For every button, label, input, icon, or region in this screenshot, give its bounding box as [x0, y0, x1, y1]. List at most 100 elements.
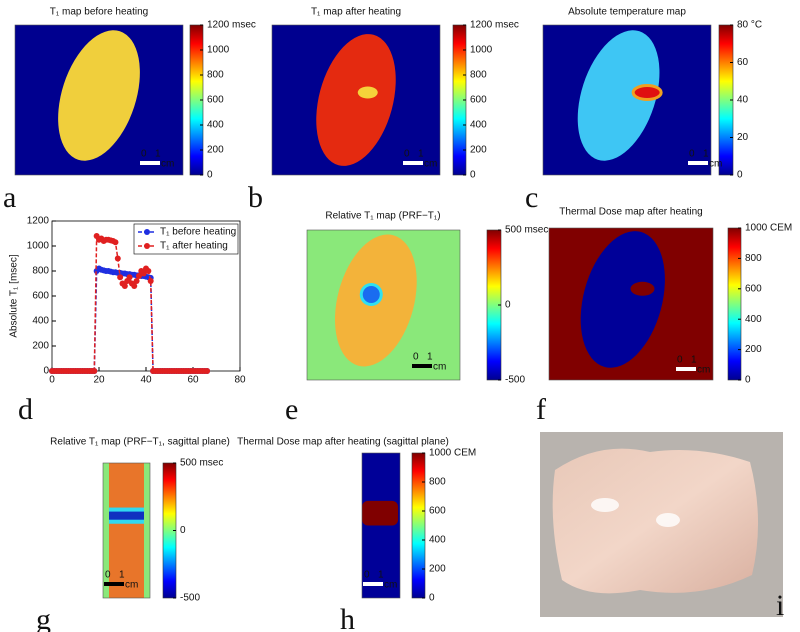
scale-label: 1 — [691, 355, 697, 366]
y-tick-label: 1000 — [27, 241, 50, 252]
panel-title: Relative T₁ map (PRF−T₁) — [325, 211, 440, 222]
panel-letter: d — [18, 393, 33, 426]
scale-bar — [363, 582, 383, 586]
cold-band — [109, 511, 144, 520]
scale-bar — [676, 367, 696, 371]
scale-label: cm — [697, 365, 710, 376]
scale-label: 0 — [105, 570, 111, 581]
legend-marker — [144, 229, 150, 235]
panel-title: Thermal Dose map after heating — [559, 207, 702, 218]
y-tick-label: 0 — [43, 366, 49, 377]
scale-label: 1 — [418, 149, 424, 160]
panel: f Thermal Dose map after heating 0 200 400 60… — [536, 207, 792, 426]
colorbar-tick-label: 0 — [505, 300, 511, 311]
colorbar-tick-label: 400 — [745, 314, 762, 325]
data-point — [133, 278, 140, 284]
colorbar-tick-label: 1200 msec — [207, 20, 256, 31]
colorbar-tick-label: 600 — [470, 95, 487, 106]
colorbar-tick-label: 800 — [207, 70, 224, 81]
colorbar-tick-label: 0 — [429, 593, 435, 604]
data-point — [114, 255, 121, 262]
panel: h Thermal Dose map after heating (sagitta… — [237, 437, 476, 632]
map-frame — [548, 227, 714, 381]
x-tick-label: 0 — [49, 375, 55, 386]
colorbar-tick-label: -500 — [505, 375, 525, 386]
colorbar-tick-label: 60 — [737, 57, 749, 68]
colorbar-tick-label: 800 — [429, 477, 446, 488]
colorbar — [727, 227, 742, 381]
x-tick-label: 80 — [234, 375, 246, 386]
colorbar-tick-label: 600 — [207, 95, 224, 106]
scale-bar — [412, 364, 432, 368]
colorbar-tick-label: 400 — [470, 120, 487, 131]
colorbar-tick-label: 400 — [207, 120, 224, 131]
colorbar-tick-label: 200 — [429, 564, 446, 575]
tissue-region — [109, 463, 144, 598]
data-point — [147, 278, 154, 284]
panel-title: Relative T₁ map (PRF−T₁, sagittal plane) — [50, 437, 230, 448]
map-frame — [14, 24, 184, 176]
y-tick-label: 200 — [32, 341, 49, 352]
map-frame — [102, 462, 151, 599]
scale-label: cm — [433, 362, 446, 373]
scale-bar — [688, 161, 708, 165]
panel-letter: b — [248, 181, 263, 214]
panel-letter: a — [3, 181, 16, 214]
photo: i — [540, 432, 784, 622]
colorbar-tick-label: -500 — [180, 593, 200, 604]
colorbar-tick-label: 200 — [745, 344, 762, 355]
data-point — [204, 368, 211, 374]
panel-letter: c — [525, 181, 538, 214]
panel-title: Absolute temperature map — [568, 7, 686, 18]
data-point — [145, 268, 152, 274]
panel-letter: h — [340, 603, 355, 632]
panel-title: T₁ map before heating — [50, 7, 148, 18]
panel-title: Thermal Dose map after heating (sagittal… — [237, 437, 449, 448]
colorbar-tick-label: 800 — [745, 253, 762, 264]
y-tick-label: 600 — [32, 291, 49, 302]
scale-label: 1 — [427, 352, 433, 363]
panel: d0 20 40 60 80020040060080010001200Absolute … — [9, 216, 246, 426]
tissue-region — [577, 30, 660, 161]
scale-bar — [104, 582, 124, 586]
heated-spot — [656, 513, 680, 527]
dose-region — [362, 500, 399, 526]
colorbar-tick-label: 1000 — [207, 45, 230, 56]
colorbar-tick-label: 600 — [429, 506, 446, 517]
y-tick-label: 800 — [32, 266, 49, 277]
cold-spot — [359, 283, 383, 306]
panel: g Relative T₁ map (PRF−T₁, sagittal plane… — [36, 437, 230, 632]
panel-letter: e — [285, 393, 298, 426]
colorbar-tick-label: 400 — [429, 535, 446, 546]
colorbar-tick-label: 800 — [470, 70, 487, 81]
scale-bar — [403, 161, 423, 165]
colorbar-tick-label: 0 — [745, 375, 751, 386]
legend-label: T₁ after heating — [160, 241, 228, 252]
colorbar-tick-label: 20 — [737, 132, 749, 143]
x-tick-label: 20 — [93, 375, 105, 386]
scale-label: 1 — [703, 149, 709, 160]
scale-label: 0 — [413, 352, 419, 363]
scale-label: cm — [424, 159, 437, 170]
scale-label: 0 — [404, 149, 410, 160]
scale-label: 0 — [677, 355, 683, 366]
heated-region — [357, 86, 378, 99]
panel-letter: i — [776, 589, 784, 622]
colorbar-tick-label: 1200 msec — [470, 20, 519, 31]
y-tick-label: 1200 — [27, 216, 50, 227]
x-tick-label: 60 — [187, 375, 199, 386]
tissue-region — [58, 30, 140, 161]
scale-bar — [140, 161, 160, 165]
data-point — [117, 274, 124, 281]
colorbar-tick-label: 0 — [737, 170, 743, 181]
scale-label: cm — [709, 159, 722, 170]
data-point — [140, 270, 147, 277]
x-tick-label: 40 — [140, 375, 152, 386]
scale-label: 1 — [119, 570, 125, 581]
colorbar-tick-label: 0 — [180, 525, 186, 536]
colorbar-tick-label: 80 °C — [737, 20, 762, 31]
y-axis-label: Absolute T₁ [msec] — [9, 254, 20, 337]
